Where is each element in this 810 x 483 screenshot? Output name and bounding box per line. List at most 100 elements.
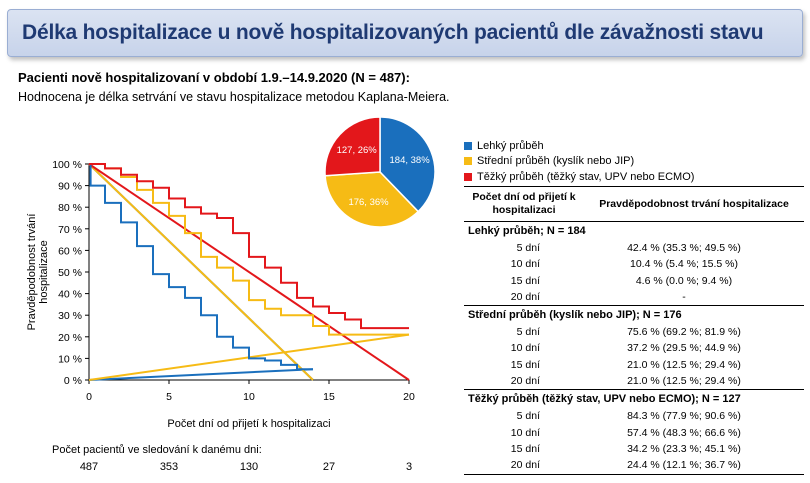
table-cell-probability: - [682,290,686,303]
x-tick-label: 20 [403,391,415,403]
legend-swatch-red [464,172,472,181]
table-cell-days: 5 dní [516,410,540,423]
y-tick-label: 70 % [58,224,82,236]
risk-table-title: Počet pacientů ve sledování k danému dni… [52,444,262,456]
table-row: 15 dní 4.6 % (0.0 %; 9.4 %) [464,273,804,289]
table-group: Těžký průběh (těžký stav, UPV nebo ECMO)… [464,390,804,475]
risk-count: 3 [405,461,413,473]
table-row: 20 dní 21.0 % (12.5 %; 29.4 %) [464,373,804,389]
table-cell-probability: 75.6 % (69.2 %; 81.9 %) [627,326,741,339]
table-cell-probability: 34.2 % (23.3 %; 45.1 %) [627,442,741,455]
x-tick-label: 5 [166,391,172,403]
table-cell-probability: 37.2 % (29.5 %; 44.9 %) [627,342,741,355]
legend-item-medium: Střední průběh (kyslík nebo JIP) [464,154,694,170]
table-cell-days: 15 dní [510,274,540,287]
results-table: Počet dní od přijetí k hospitalizaci Pra… [464,186,804,475]
table-cell-days: 5 dní [516,326,540,339]
table-cell-days: 5 dní [516,242,540,254]
table-cell-days: 15 dní [510,358,540,371]
table-cell-probability: 42.4 % (35.3 %; 49.5 %) [627,242,741,254]
table-row: 20 dní 24.4 % (12.1 %; 36.7 %) [464,457,804,473]
km-chart: 0 % 10 % 20 % 30 % 40 % 50 % 60 % 70 % 80 % 90 % 1… [26,159,415,430]
table-row: 10 dní 57.4 % (48.3 %; 66.6 %) [464,425,804,441]
table-header-probability: Pravděpodobnost trvání hospitalizace [599,197,789,210]
risk-count: 487 [79,461,99,473]
table-header: Počet dní od přijetí k hospitalizaci Pra… [464,186,804,222]
table-cell-probability: 84.3 % (77.9 %; 90.6 %) [627,410,741,423]
page-title: Délka hospitalizace u nově hospitalizova… [22,21,764,44]
legend-swatch-yellow [464,157,472,166]
risk-count: 130 [239,461,259,473]
x-tick-label: 15 [323,391,335,403]
trend-line [88,368,314,381]
y-tick-label: 90 % [58,181,82,193]
description: Hodnocena je délka setrvání ve stavu hos… [18,90,450,104]
y-axis-title-line1: Pravděpodobnost trvání [26,214,38,331]
table-cell-probability: 24.4 % (12.1 %; 36.7 %) [627,459,741,472]
legend-swatch-blue [464,141,472,150]
table-row: 5 dní 84.3 % (77.9 %; 90.6 %) [464,408,804,424]
trend-line [88,163,410,381]
table-body: Lehký průběh; N = 184 5 dní 42.4 % (35.3 %… [464,222,804,475]
table-cell-days: 20 dní [510,459,540,472]
table-cell-days: 20 dní [510,375,540,388]
table-row: 5 dní 75.6 % (69.2 %; 81.9 %) [464,324,804,340]
legend-label: Střední průběh (kyslík nebo JIP) [477,155,635,168]
table-row: 15 dní 34.2 % (23.3 %; 45.1 %) [464,441,804,457]
km-axes: 0 % 10 % 20 % 30 % 40 % 50 % 60 % 70 % 80 % 90 % 1… [52,159,415,403]
legend: Lehký průběh Střední průběh (kyslík nebo… [464,138,694,185]
table-group-title: Lehký průběh; N = 184 [468,225,586,237]
legend-item-severe: Těžký průběh (těžký stav, UPV nebo ECMO) [464,169,694,185]
pie-slice [379,116,436,213]
pie-chart: 184, 38% 176, 36% 127, 26% [324,116,436,228]
km-series [89,163,409,371]
pie-slice-label: 127, 26% [337,145,378,156]
table-cell-days: 10 dní [510,426,540,439]
y-tick-label: 20 % [58,332,82,344]
subtitle: Pacienti nově hospitalizovaní v období 1… [18,70,410,85]
pie-slice [324,116,381,177]
legend-label: Lehký průběh [477,139,544,152]
table-cell-probability: 21.0 % (12.5 %; 29.4 %) [627,375,741,388]
y-tick-label: 100 % [52,159,82,171]
table-cell-probability: 21.0 % (12.5 %; 29.4 %) [627,358,741,371]
table-row: 10 dní 10.4 % (5.4 %; 15.5 %) [464,256,804,272]
trend-line [88,163,314,381]
legend-label: Těžký průběh (těžký stav, UPV nebo ECMO) [477,170,695,183]
y-tick-label: 50 % [58,267,82,279]
y-tick-label: 60 % [58,245,82,257]
pie-slice [324,171,420,228]
x-tick-label: 0 [86,391,92,403]
table-cell-days: 10 dní [510,258,540,271]
km-trendlines [88,163,410,381]
table-group: Lehký průběh; N = 184 5 dní 42.4 % (35.3 %… [464,222,804,307]
km-step-line [89,163,409,330]
table-cell-days: 20 dní [510,290,540,303]
table-group-title: Střední průběh (kyslík nebo JIP); N = 17… [468,309,682,322]
km-step-line [89,163,313,371]
table-cell-days: 15 dní [510,442,540,455]
pie-slice-label: 176, 36% [348,197,389,208]
table-row: 15 dní 21.0 % (12.5 %; 29.4 %) [464,357,804,373]
x-axis-title: Počet dní od přijetí k hospitalizaci [167,418,330,430]
table-cell-days: 10 dní [510,342,540,355]
y-tick-label: 10 % [58,353,82,365]
x-tick-label: 10 [243,391,255,403]
table-cell-probability: 4.6 % (0.0 %; 9.4 %) [635,274,733,287]
pie-slice-label: 184, 38% [390,155,431,166]
y-tick-label: 30 % [58,310,82,322]
legend-item-light: Lehký průběh [464,138,694,154]
title-bar: Délka hospitalizace u nově hospitalizova… [7,9,803,57]
y-axis-title-line2: hospitalizace [38,240,50,304]
table-row: 5 dní 42.4 % (35.3 %; 49.5 %) [464,240,804,256]
table-row: 10 dní 37.2 % (29.5 %; 44.9 %) [464,340,804,356]
table-header-days: Počet dní od přijetí k hospitalizaci [472,191,576,216]
y-tick-label: 80 % [58,202,82,214]
risk-count: 353 [159,461,179,473]
y-tick-label: 0 % [64,375,82,387]
table-group: Střední průběh (kyslík nebo JIP); N = 17… [464,306,804,391]
table-cell-probability: 57.4 % (48.3 %; 66.6 %) [627,426,741,439]
table-cell-probability: 10.4 % (5.4 %; 15.5 %) [630,258,738,271]
table-group-title: Těžký průběh (těžký stav, UPV nebo ECMO)… [468,393,741,406]
y-tick-label: 40 % [58,289,82,301]
